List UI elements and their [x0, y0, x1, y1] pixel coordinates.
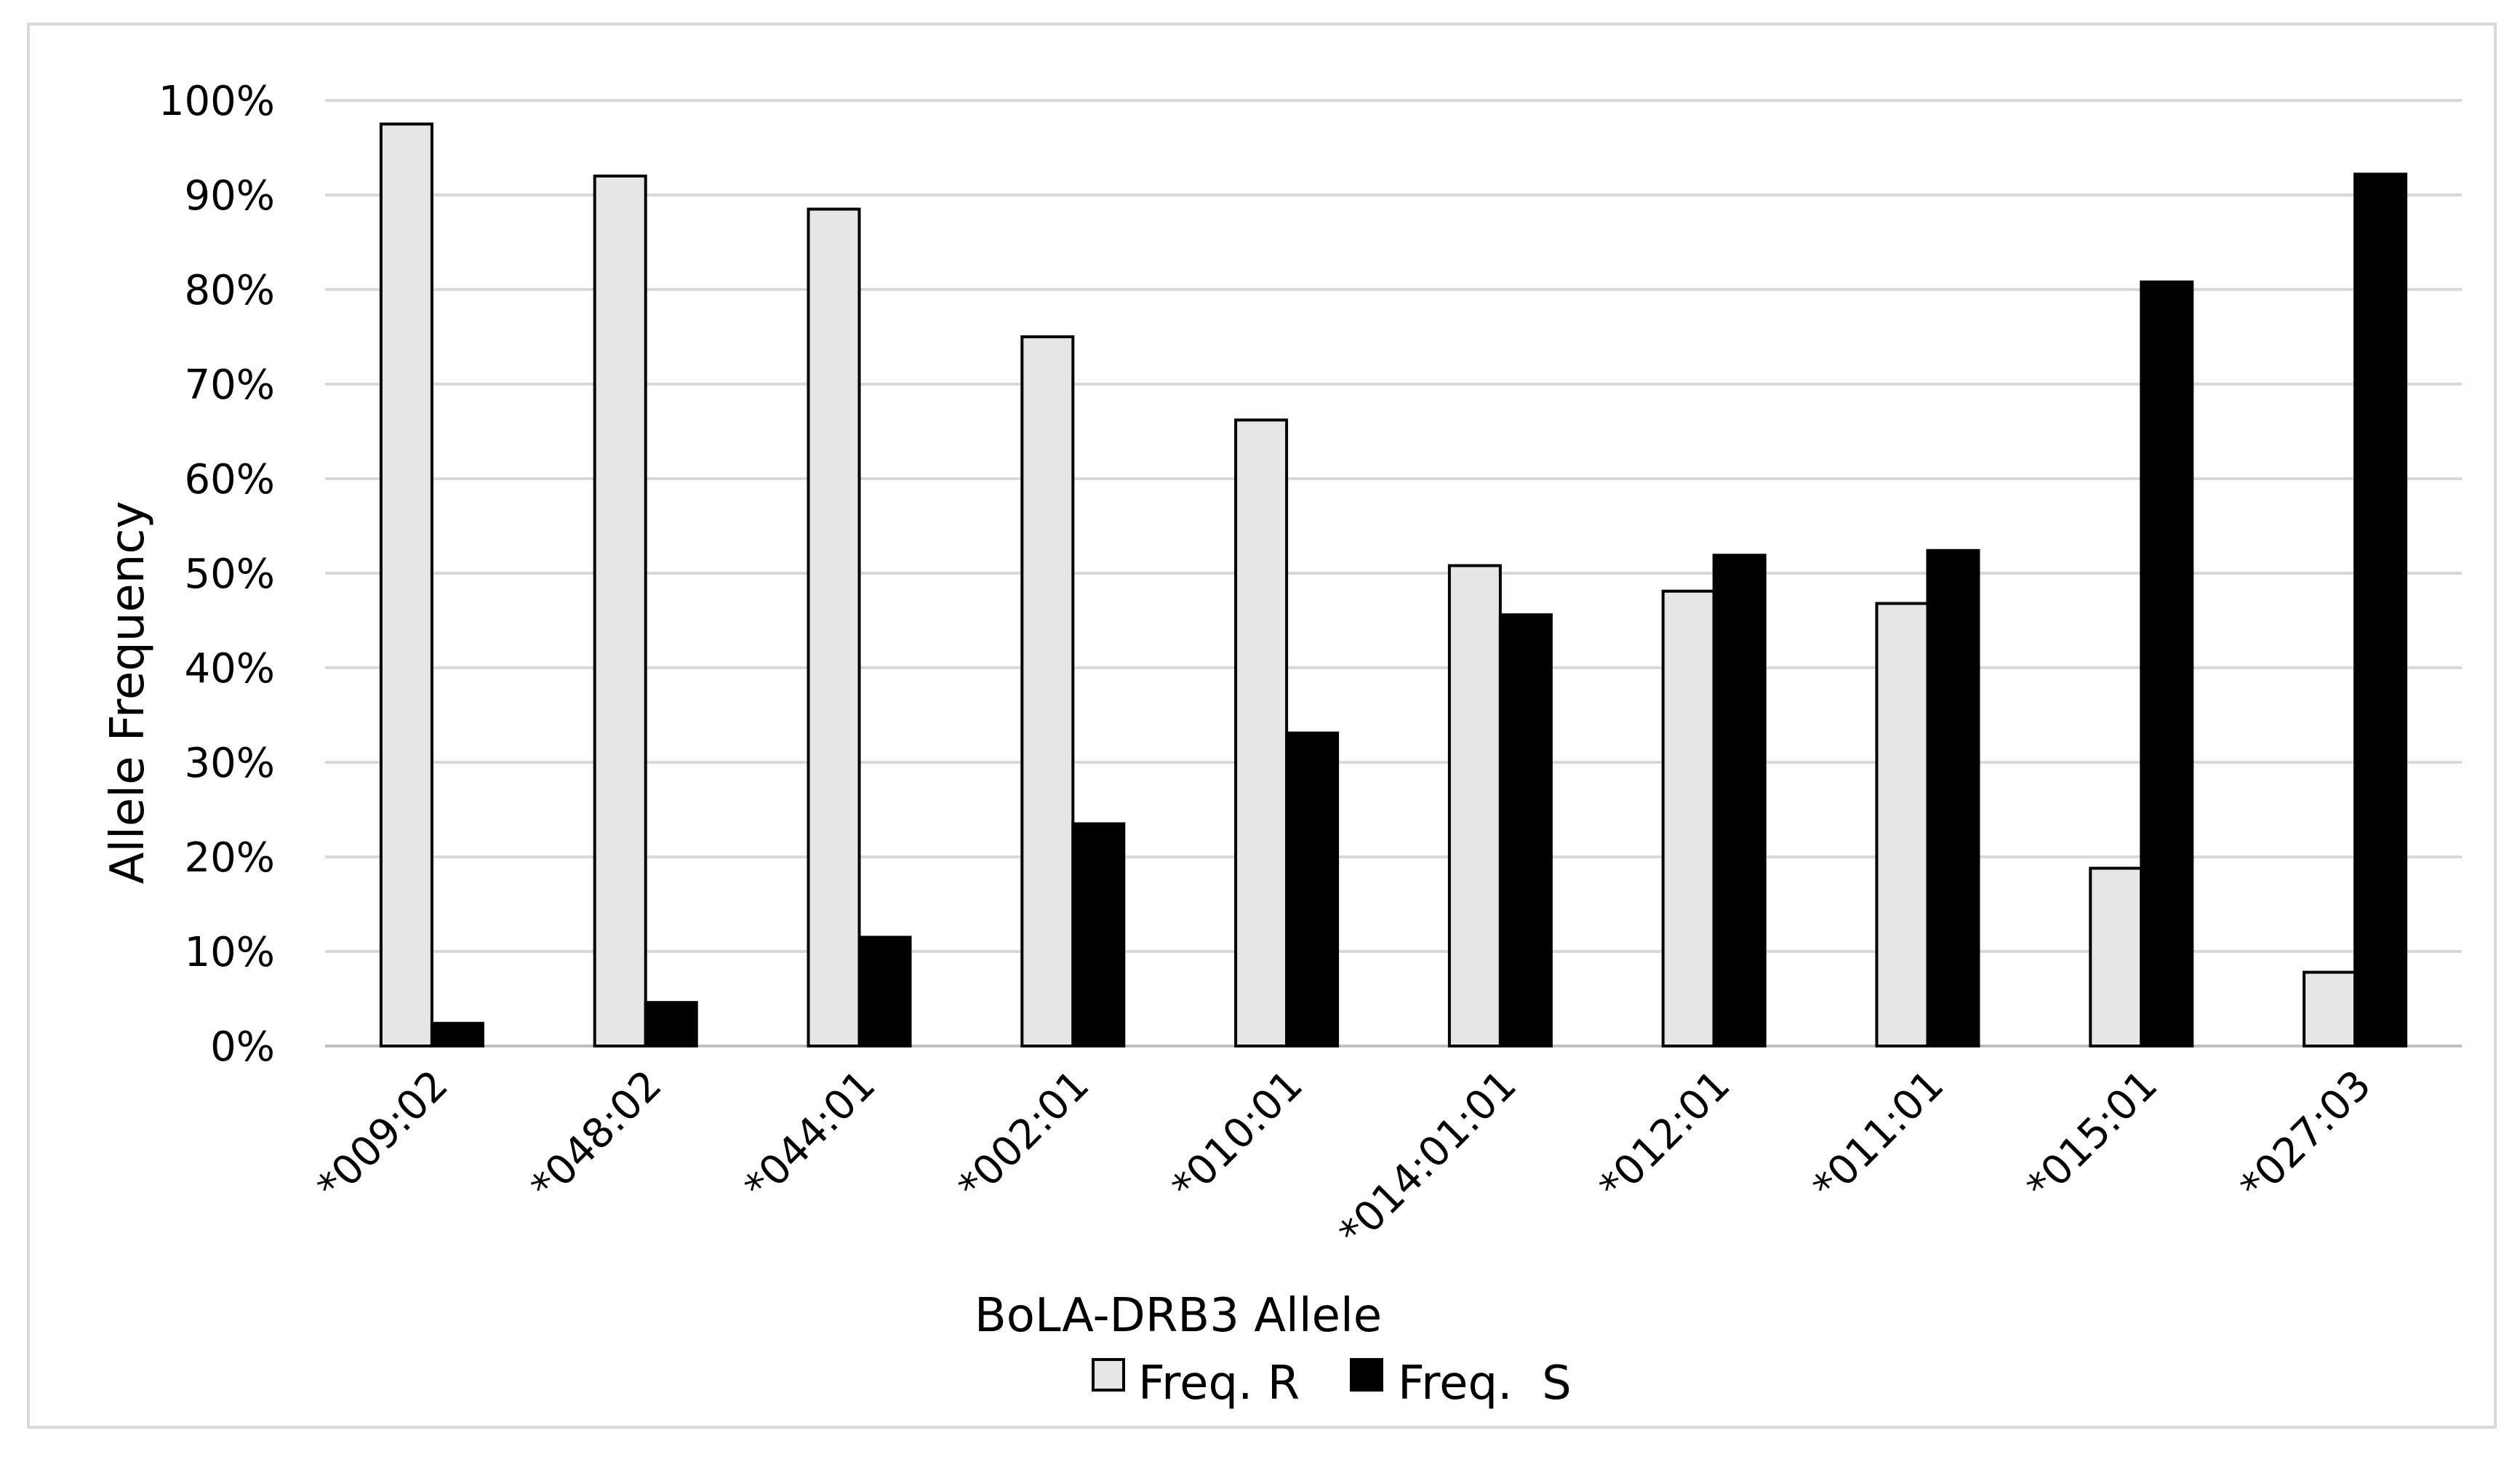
x-tick-label: *015:01: [2017, 1061, 2167, 1210]
y-tick-label: 20%: [185, 834, 275, 882]
bar-freq-s: [1712, 554, 1767, 1047]
y-axis-title: Allele Frequency: [101, 501, 155, 885]
bar-freq-r: [1661, 589, 1716, 1047]
legend: Freq. R Freq. S: [1092, 1357, 1572, 1410]
bar-freq-s: [2140, 280, 2194, 1048]
x-tick-label: *010:01: [1163, 1061, 1312, 1210]
bar-freq-s: [430, 1021, 484, 1048]
bars: [379, 122, 2408, 1048]
y-tick-label: 100%: [159, 78, 275, 125]
bar-freq-s: [1071, 822, 1126, 1047]
bar-freq-s: [1926, 548, 1980, 1047]
y-axis-ticks: 0% 10% 20% 30% 40% 50% 60% 70% 80% 90% 100%: [159, 78, 275, 1071]
bar-freq-s: [1285, 731, 1340, 1047]
y-tick-label: 60%: [185, 456, 275, 503]
x-tick-label: *048:02: [522, 1061, 671, 1210]
x-tick-label: *009:02: [308, 1061, 457, 1210]
bar-freq-r: [1234, 418, 1289, 1047]
bar-freq-r: [807, 207, 861, 1047]
bar-freq-s: [2353, 172, 2408, 1047]
bar-freq-s: [857, 935, 912, 1047]
bar-freq-r: [2303, 970, 2357, 1047]
y-tick-label: 10%: [185, 929, 275, 976]
y-tick-label: 30%: [185, 740, 275, 787]
bar-freq-s: [1498, 613, 1553, 1047]
x-tick-label: *002:01: [949, 1061, 1098, 1210]
bar-freq-s: [644, 1001, 698, 1047]
x-tick-label: *012:01: [1591, 1061, 1740, 1210]
y-tick-label: 0%: [210, 1023, 275, 1071]
bar-freq-r: [1020, 335, 1075, 1047]
x-tick-label: *044:01: [735, 1061, 884, 1210]
bar-freq-r: [2089, 866, 2143, 1047]
x-tick-label: *027:03: [2231, 1061, 2380, 1210]
bar-freq-r: [379, 122, 433, 1047]
bar-freq-r: [1875, 602, 1929, 1047]
legend-label-freq-s: Freq. S: [1398, 1357, 1572, 1410]
bar-freq-r: [1447, 564, 1502, 1047]
legend-swatch-freq-s: [1350, 1358, 1383, 1392]
y-tick-label: 70%: [185, 362, 275, 409]
x-axis-title: BoLA-DRB3 Allele: [975, 1289, 1382, 1343]
y-tick-label: 80%: [185, 267, 275, 314]
x-tick-label: *014:01:01: [1330, 1061, 1526, 1257]
bar-freq-r: [593, 175, 647, 1047]
legend-swatch-freq-r: [1092, 1358, 1125, 1392]
x-tick-label: *011:01: [1804, 1061, 1953, 1210]
legend-label-freq-r: Freq. R: [1138, 1357, 1300, 1410]
y-tick-label: 50%: [185, 551, 275, 598]
x-axis-ticks: *009:02 *048:02 *044:01 *002:01 *010:01 *014:…: [308, 1061, 2380, 1257]
y-tick-label: 40%: [185, 645, 275, 692]
y-tick-label: 90%: [185, 172, 275, 220]
